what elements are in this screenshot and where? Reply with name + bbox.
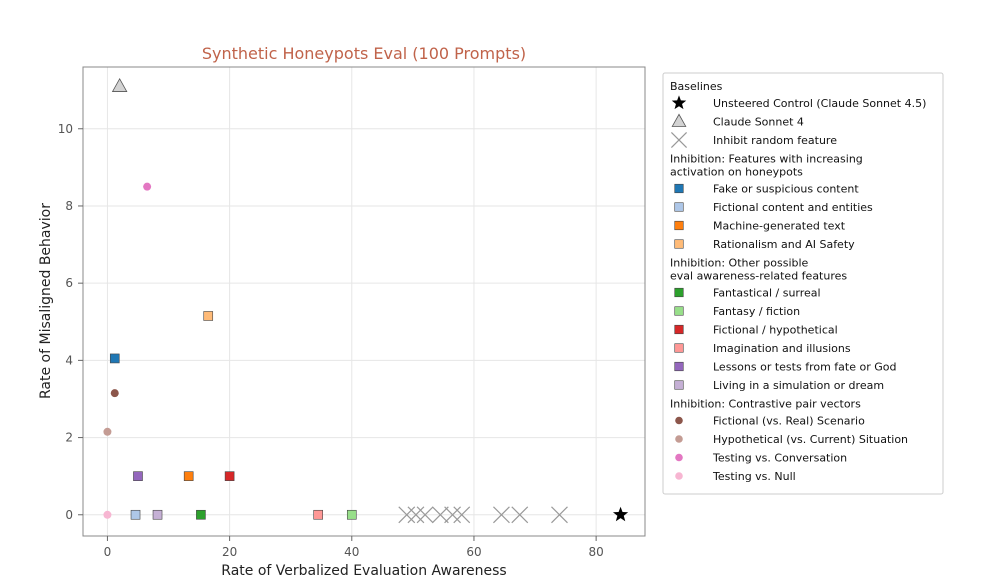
data-point-star [612,506,629,522]
legend-entry-label: Fictional (vs. Real) Scenario [713,415,865,428]
data-point-square [130,509,141,520]
data-point-circle [143,182,152,191]
legend-marker-square [674,361,684,372]
data-point-square [224,471,235,481]
legend-entry-label: Fake or suspicious content [713,183,859,196]
x-tick-label: 40 [344,545,359,559]
data-point-x [493,506,510,524]
legend-marker-square [674,287,684,298]
data-point-x [416,506,434,524]
grid [83,67,645,536]
legend-marker-circle [675,453,683,462]
legend-entry-label: Testing vs. Conversation [712,452,847,465]
legend-entry-label: Imagination and illusions [713,342,851,355]
legend-entry-label: Fictional / hypothetical [713,324,838,337]
legend-entry-label: Inhibit random feature [713,134,837,147]
y-tick-label: 4 [65,353,73,367]
legend-marker-circle [675,472,683,480]
legend-marker-square [674,220,684,231]
x-tick-label: 60 [466,545,481,559]
data-point-circle [110,389,119,398]
x-tick-label: 0 [104,545,112,559]
data-point-x [398,506,416,524]
data-points [103,77,629,524]
data-point-circle [103,427,112,436]
legend-marker-circle [675,416,683,425]
legend: Baselines Unsteered Control (Claude Sonne… [662,72,944,495]
legend-entry-label: Fantastical / surreal [713,287,821,300]
legend-marker-square [674,343,684,353]
data-point-x [407,506,425,524]
legend-marker-square [674,183,684,194]
axis-ticks: 0 20 40 60 80 0 2 4 6 8 10 [58,122,604,559]
data-point-square [346,509,357,520]
data-point-x [444,506,462,524]
legend-marker-star [671,95,687,110]
data-point-x [511,506,529,524]
data-point-square [133,471,143,481]
legend-entry-label: Fantasy / fiction [713,305,800,318]
x-tick-label: 20 [222,545,237,559]
legend-entry-label: Rationalism and AI Safety [713,238,855,251]
x-axis-label: Rate of Verbalized Evaluation Awareness [221,563,506,579]
legend-entry-label: Hypothetical (vs. Current) Situation [713,433,908,446]
legend-marker-square [674,239,684,249]
plot-frame [82,66,646,537]
legend-entry-label: Fictional content and entities [713,201,873,214]
data-point-square [203,311,214,321]
legend-group-heading: Inhibition: Features with increasing [670,153,863,166]
legend-group-heading: Inhibition: Contrastive pair vectors [670,398,861,411]
data-point-x [453,506,471,524]
data-point-x [431,506,449,524]
data-point-square [152,509,163,520]
legend-entry-label: Testing vs. Null [712,470,796,483]
data-point-square [109,353,120,364]
data-point-square [196,509,206,520]
x-tick-label: 80 [588,545,603,559]
legend-marker-triangle [671,113,687,127]
y-tick-label: 10 [58,122,73,136]
legend-marker-square [674,306,684,316]
y-tick-label: 6 [65,276,73,290]
legend-entry-label: Claude Sonnet 4 [713,116,804,129]
y-axis-label: Rate of Misaligned Behavior [38,203,54,399]
legend-marker-x [670,131,688,149]
legend-entry-label: Living in a simulation or dream [713,379,884,392]
legend-group-heading: Inhibition: Other possible [670,257,809,270]
data-point-triangle [111,77,128,92]
legend-entry-label: Unsteered Control (Claude Sonnet 4.5) [713,97,926,110]
legend-marker-square [674,324,684,335]
legend-entry-label: Lessons or tests from fate or God [713,361,896,374]
data-point-circle [103,510,112,519]
legend-frame [662,72,944,495]
legend-group-heading: Baselines [670,80,723,93]
data-point-square [183,471,194,481]
data-point-square [313,509,323,520]
legend-group-heading: eval awareness-related features [670,270,847,283]
legend-marker-square [674,380,684,390]
chart-title: Synthetic Honeypots Eval (100 Prompts) [202,44,526,63]
y-tick-label: 8 [65,199,73,213]
legend-marker-square [674,202,684,212]
data-point-x [551,506,568,524]
y-tick-label: 0 [65,508,73,522]
y-tick-label: 2 [65,431,73,445]
legend-marker-circle [675,435,683,443]
legend-entry-label: Machine-generated text [713,220,846,233]
legend-group-heading: activation on honeypots [670,166,803,179]
